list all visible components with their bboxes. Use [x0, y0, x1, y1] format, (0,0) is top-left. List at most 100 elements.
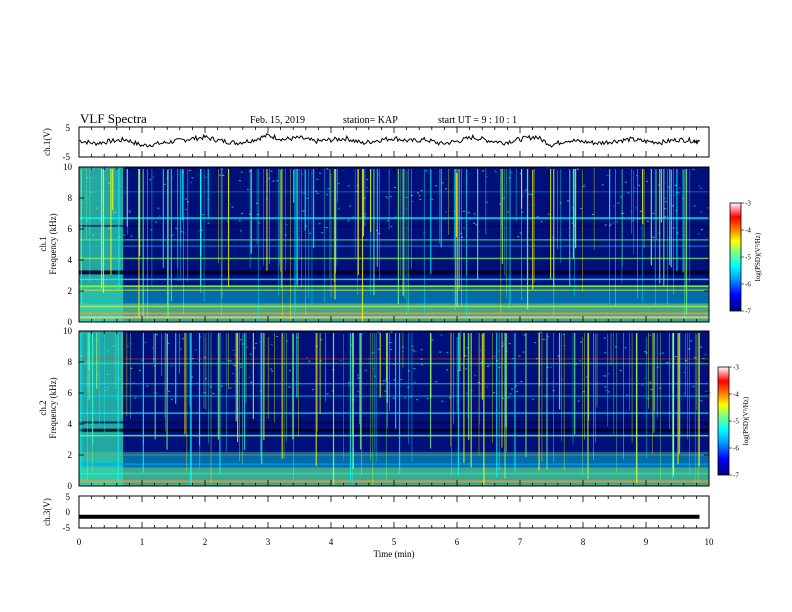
spectrogram-speckle — [386, 197, 389, 199]
ch1-spec-ylabel: Frequency (kHz) — [48, 213, 58, 274]
spectrogram-speckle — [672, 227, 675, 229]
spectrogram-band — [79, 257, 709, 260]
spectrogram-speckle — [411, 200, 414, 203]
spectrogram-speckle — [608, 225, 611, 227]
ch1-spec-yticks: 0 2 4 6 8 10 — [63, 162, 709, 327]
spectrogram-band — [79, 312, 709, 315]
spectrogram-speckle — [318, 223, 321, 225]
spectrogram-speckle — [352, 216, 355, 218]
spectrogram-speckle — [212, 392, 215, 395]
spectrogram-speckle — [331, 390, 334, 392]
spectrogram-speckle — [301, 173, 304, 175]
spectrogram-speckle — [549, 188, 552, 190]
spectrogram-speckle — [465, 177, 468, 179]
spectrogram-speckle — [138, 369, 141, 372]
spectrogram-speckle — [635, 207, 638, 209]
colorbar-tick-label: -5 — [733, 418, 739, 426]
spectrogram-speckle — [255, 202, 258, 204]
spectrogram-speckle — [349, 205, 352, 207]
spectrogram-speckle — [620, 212, 623, 215]
spectrogram-speckle — [91, 168, 94, 170]
spectrogram-speckle — [96, 373, 99, 375]
ch2-spectrogram-panel: 0 2 4 6 8 10 ch.2 Frequency (kHz) — [38, 326, 711, 491]
spectrogram-speckle — [659, 352, 662, 355]
spectrogram-speckle — [337, 208, 340, 210]
spectrogram-speckle — [194, 349, 197, 351]
spectrogram-speckle — [348, 381, 351, 384]
spectrogram-speckle — [302, 210, 305, 212]
ch3-ylabel: ch.3(V) — [42, 498, 52, 526]
spectrogram-speckle — [191, 357, 194, 360]
spectrogram-speckle — [141, 359, 144, 361]
spectrogram-speckle — [667, 186, 670, 188]
spectrogram-speckle — [420, 189, 423, 192]
spectrogram-speckle — [502, 341, 505, 344]
spectrogram-speckle — [389, 195, 392, 198]
spectrogram-speckle — [272, 180, 275, 182]
spectrogram-speckle — [524, 189, 527, 191]
spectrogram-speckle — [363, 197, 366, 199]
spectrogram-speckle — [401, 346, 404, 348]
spectrogram-speckle — [535, 358, 538, 360]
spectrogram-speckle — [86, 219, 89, 222]
spectrogram-speckle — [405, 196, 408, 199]
spectrogram-speckle — [672, 218, 675, 220]
spectrogram-speckle — [229, 360, 232, 362]
spectrogram-speckle — [219, 174, 222, 176]
spectrogram-speckle — [388, 382, 391, 384]
spectrogram-speckle — [572, 203, 575, 205]
spectrogram-band — [79, 245, 709, 247]
spectrogram-speckle — [639, 210, 642, 212]
spectrogram-speckle — [606, 174, 609, 177]
spectrogram-speckle — [248, 170, 251, 172]
spectrogram-band — [79, 358, 709, 360]
spectrogram-speckle — [365, 186, 368, 189]
spectrogram-speckle — [637, 218, 640, 220]
spectrogram-speckle — [462, 227, 465, 229]
spectrogram-speckle — [636, 382, 639, 384]
spectrogram-speckle — [609, 223, 612, 225]
spectrogram-speckle — [646, 180, 649, 182]
spectrogram-speckle — [404, 397, 407, 399]
spectrogram-speckle — [377, 331, 380, 333]
spectrogram-speckle — [501, 397, 504, 399]
spectrogram-speckle — [457, 370, 460, 372]
spectrogram-speckle — [373, 375, 376, 377]
spectrogram-speckle — [198, 335, 201, 338]
spectrogram-speckle — [672, 393, 675, 395]
spectrogram-speckle — [647, 397, 650, 400]
spectrogram-speckle — [241, 212, 244, 215]
spectrogram-band — [79, 428, 709, 432]
spectrogram-speckle — [486, 366, 489, 368]
spectrogram-speckle — [692, 168, 695, 171]
spectrogram-speckle — [348, 384, 351, 387]
spectrogram-speckle — [498, 366, 501, 369]
spectrogram-speckle — [309, 232, 312, 234]
spectrogram-speckle — [686, 190, 689, 192]
ch1-ytick-top: 5 — [66, 123, 71, 133]
spectrogram-speckle — [571, 222, 574, 224]
spectrogram-speckle — [99, 219, 102, 221]
spectrogram-speckle — [248, 213, 251, 215]
spectrogram-speckle — [664, 201, 667, 203]
spectrogram-speckle — [516, 390, 519, 393]
spectrogram-speckle — [240, 366, 243, 368]
spectrogram-speckle — [369, 361, 372, 364]
ch1-colorbar-ticks: -3 -4 -5 -6 -7 — [741, 200, 751, 316]
spectrogram-speckle — [198, 230, 201, 232]
time-tick-label: 0 — [77, 537, 82, 547]
spectrogram-speckle — [683, 392, 686, 394]
spectrogram-speckle — [382, 380, 385, 382]
ch2-spec-ylabel: Frequency (kHz) — [48, 377, 58, 438]
spectrogram-speckle — [306, 357, 309, 359]
spectrogram-speckle — [552, 389, 555, 392]
spectrogram-speckle — [233, 364, 236, 367]
spectrogram-speckle — [323, 226, 326, 228]
spectrogram-speckle — [607, 391, 610, 393]
spectrogram-speckle — [134, 397, 137, 399]
spectrogram-speckle — [347, 220, 350, 222]
spectrogram-speckle — [671, 205, 674, 207]
spectrogram-speckle — [375, 229, 378, 232]
spectrogram-speckle — [363, 215, 366, 217]
spectrogram-band — [79, 434, 709, 437]
